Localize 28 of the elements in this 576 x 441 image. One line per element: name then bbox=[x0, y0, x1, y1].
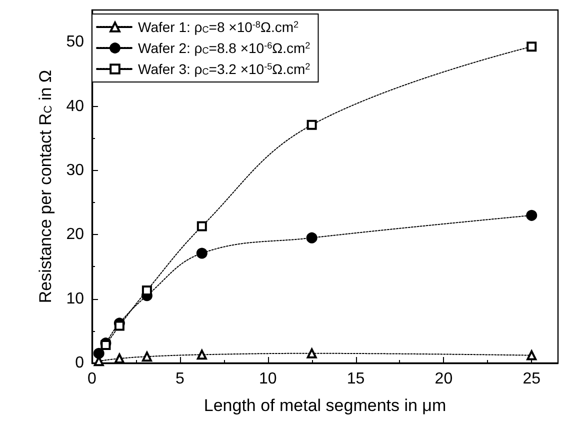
x-tick-label: 25 bbox=[522, 370, 541, 388]
point bbox=[526, 42, 537, 52]
point bbox=[114, 354, 124, 364]
y-axis-title: Resistance per contact RC in Ω bbox=[36, 70, 55, 304]
x-tick-label: 15 bbox=[346, 370, 365, 388]
point bbox=[196, 221, 207, 232]
point bbox=[306, 348, 317, 358]
point bbox=[526, 350, 537, 360]
point bbox=[114, 320, 124, 331]
point bbox=[142, 352, 152, 362]
y-tick-label: 30 bbox=[66, 162, 84, 179]
point bbox=[306, 232, 318, 244]
x-tick-label: 20 bbox=[434, 370, 453, 388]
point bbox=[526, 210, 538, 221]
x-tick-label: 5 bbox=[175, 370, 184, 388]
point bbox=[306, 120, 317, 130]
y-tick-label: 20 bbox=[66, 226, 84, 244]
point bbox=[100, 340, 111, 350]
point bbox=[142, 285, 152, 296]
y-tick-label: 40 bbox=[66, 98, 84, 115]
y-tick-label: 0 bbox=[75, 354, 84, 372]
point bbox=[196, 350, 207, 360]
x-axis-title: Length of metal segments in μm bbox=[204, 396, 446, 415]
x-tick-label: 0 bbox=[88, 370, 97, 388]
point bbox=[196, 248, 208, 259]
y-tick-label: 50 bbox=[66, 34, 84, 51]
y-tick-label: 10 bbox=[66, 290, 84, 308]
x-tick-label: 10 bbox=[258, 370, 277, 388]
